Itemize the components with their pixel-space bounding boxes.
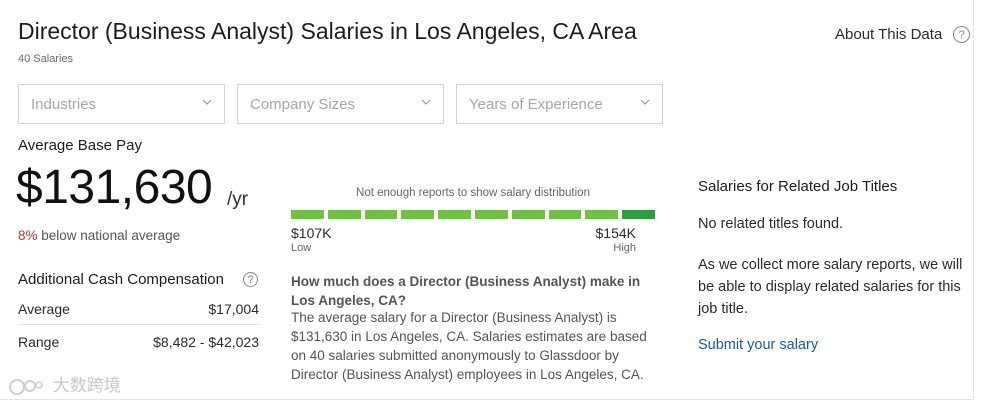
range-bar-segment — [511, 210, 545, 219]
dropdown-label: Years of Experience — [469, 96, 603, 113]
watermark-logo-icon — [9, 378, 43, 395]
cash-row-value: $17,004 — [208, 301, 259, 317]
range-bar-segment — [622, 210, 655, 219]
related-none-text: No related titles found. — [698, 216, 844, 232]
comparison-percent: 8% — [18, 228, 38, 243]
cash-row-value: $8,482 - $42,023 — [153, 334, 259, 350]
years-of-experience-dropdown[interactable]: Years of Experience — [456, 84, 663, 124]
divider — [18, 324, 259, 325]
range-bar-segment — [364, 210, 398, 219]
salary-range-bar — [291, 210, 655, 219]
help-icon[interactable]: ? — [953, 26, 970, 43]
range-bar-segment — [438, 210, 471, 219]
company-sizes-dropdown[interactable]: Company Sizes — [237, 84, 444, 124]
related-info-text: As we collect more salary reports, we wi… — [698, 257, 963, 317]
salary-card: Director (Business Analyst) Salaries in … — [0, 0, 974, 400]
submit-salary-link[interactable]: Submit your salary — [698, 337, 819, 353]
industries-dropdown[interactable]: Industries — [18, 84, 225, 124]
average-base-pay-amount: $131,630 — [16, 161, 213, 214]
range-bar-segment — [291, 210, 324, 219]
average-base-pay-label: Average Base Pay — [18, 137, 142, 154]
range-low-value: $107K — [291, 225, 332, 241]
range-bar-segment — [474, 210, 508, 219]
chevron-down-icon — [202, 99, 212, 105]
range-bar-segment — [585, 210, 619, 219]
pay-unit: /yr — [227, 189, 249, 210]
range-bar-segment — [548, 210, 582, 219]
national-comparison: 8% below national average — [18, 228, 180, 243]
distribution-note: Not enough reports to show salary distri… — [356, 187, 590, 199]
salary-count: 40 Salaries — [18, 53, 74, 65]
watermark: 大数跨境 — [8, 371, 121, 397]
chevron-down-icon — [421, 99, 431, 105]
help-icon[interactable]: ? — [243, 272, 258, 287]
additional-cash-label: Additional Cash Compensation — [18, 271, 224, 288]
about-this-data-link[interactable]: About This Data ? — [835, 26, 970, 43]
additional-cash-title: Additional Cash Compensation ? — [18, 271, 258, 288]
related-titles-heading: Salaries for Related Job Titles — [698, 178, 898, 195]
range-bar-segment — [401, 210, 435, 219]
comparison-text: below national average — [37, 228, 181, 243]
range-high-label: High — [613, 242, 636, 254]
faq-answer: The average salary for a Director (Busin… — [291, 310, 647, 382]
dropdown-label: Company Sizes — [250, 96, 356, 113]
about-label: About This Data — [835, 26, 943, 43]
dropdown-label: Industries — [31, 96, 97, 113]
watermark-text: 大数跨境 — [52, 376, 121, 395]
cash-row-label: Range — [18, 334, 60, 350]
faq-question: How much does a Director (Business Analy… — [291, 274, 641, 308]
range-bar-segment — [327, 210, 361, 219]
range-high-value: $154K — [595, 225, 636, 241]
page-title: Director (Business Analyst) Salaries in … — [18, 18, 637, 44]
range-low-label: Low — [291, 242, 312, 254]
cash-row-label: Average — [18, 301, 70, 317]
chevron-down-icon — [640, 99, 650, 105]
